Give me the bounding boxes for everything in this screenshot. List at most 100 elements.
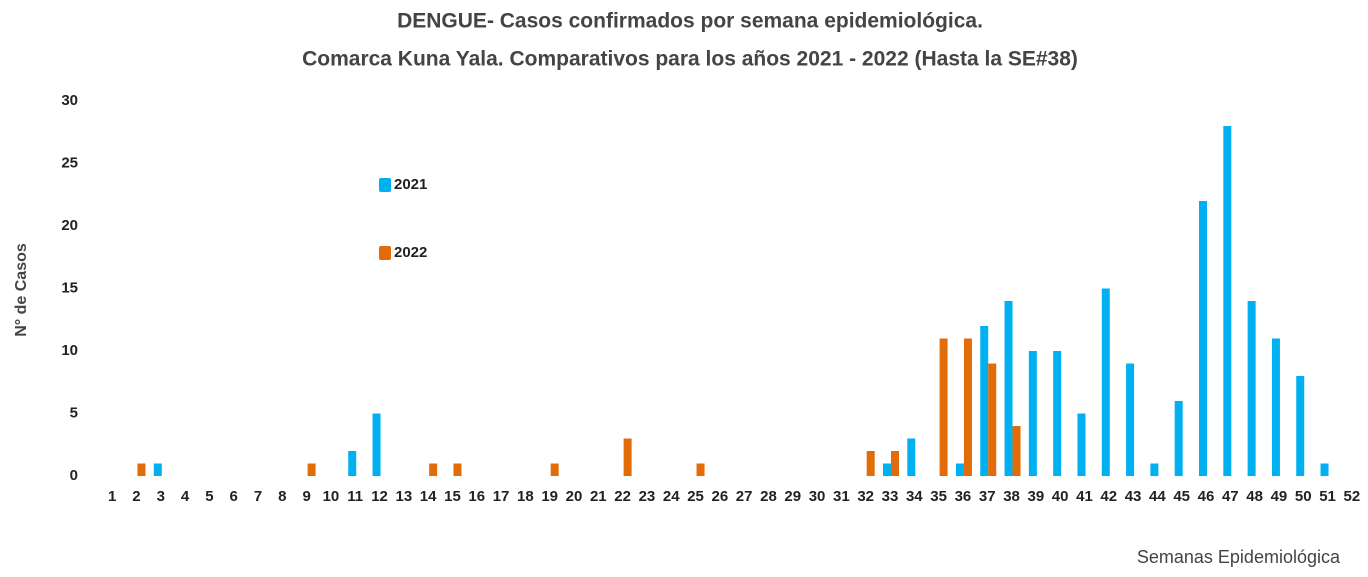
bar xyxy=(550,463,559,476)
bar xyxy=(1004,301,1013,476)
x-tick-label: 43 xyxy=(1125,488,1142,505)
bar xyxy=(891,451,899,476)
bar xyxy=(1126,363,1135,476)
x-tick-label: 39 xyxy=(1028,488,1045,505)
x-tick-label: 10 xyxy=(323,488,340,505)
bar xyxy=(696,463,705,476)
x-tick-label: 14 xyxy=(420,488,437,505)
bar xyxy=(1012,426,1021,476)
bar xyxy=(963,338,972,476)
bar xyxy=(1199,201,1207,476)
bar xyxy=(1320,463,1329,476)
x-tick-label: 32 xyxy=(857,488,874,505)
x-tick-label: 23 xyxy=(639,488,656,505)
x-tick-label: 47 xyxy=(1222,488,1239,505)
x-tick-label: 17 xyxy=(493,488,510,505)
legend-swatch xyxy=(379,178,391,192)
x-tick-label: 7 xyxy=(254,488,262,505)
x-tick-label: 24 xyxy=(663,488,680,505)
y-tick-label: 25 xyxy=(61,154,78,171)
x-tick-label: 6 xyxy=(230,488,238,505)
x-tick-label: 20 xyxy=(566,488,583,505)
x-tick-label: 28 xyxy=(760,488,777,505)
bar xyxy=(907,438,916,476)
x-tick-label: 30 xyxy=(809,488,826,505)
x-tick-label: 8 xyxy=(278,488,286,505)
chart-subtitle: Comarca Kuna Yala. Comparativos para los… xyxy=(302,48,1078,71)
y-tick-label: 5 xyxy=(70,404,78,421)
x-tick-label: 5 xyxy=(205,488,213,505)
x-axis-label: Semanas Epidemiológica xyxy=(1137,547,1341,567)
bar xyxy=(153,463,162,476)
x-tick-label: 26 xyxy=(712,488,729,505)
bar xyxy=(307,463,316,476)
x-tick-label: 15 xyxy=(444,488,461,505)
bar xyxy=(453,463,462,476)
x-tick-label: 45 xyxy=(1173,488,1190,505)
bar xyxy=(939,338,948,476)
y-tick-label: 10 xyxy=(61,342,78,359)
bar xyxy=(623,438,632,476)
legend-swatch xyxy=(379,246,391,260)
x-tick-label: 40 xyxy=(1052,488,1069,505)
x-tick-label: 37 xyxy=(979,488,996,505)
x-tick-label: 13 xyxy=(396,488,413,505)
x-tick-label: 9 xyxy=(302,488,310,505)
bar xyxy=(1028,351,1037,476)
chart-title: DENGUE- Casos confirmados por semana epi… xyxy=(397,10,983,33)
x-tick-label: 25 xyxy=(687,488,704,505)
bar xyxy=(1296,376,1305,476)
x-tick-label: 16 xyxy=(468,488,485,505)
y-axis-label: N° de Casos xyxy=(13,243,30,337)
x-tick-label: 44 xyxy=(1149,488,1166,505)
x-tick-label: 34 xyxy=(906,488,923,505)
x-tick-label: 22 xyxy=(614,488,631,505)
x-tick-label: 2 xyxy=(132,488,140,505)
x-tick-label: 48 xyxy=(1246,488,1263,505)
x-tick-label: 3 xyxy=(157,488,165,505)
bar xyxy=(1271,338,1280,476)
x-tick-label: 38 xyxy=(1003,488,1020,505)
x-tick-label: 33 xyxy=(882,488,899,505)
x-tick-label: 36 xyxy=(955,488,972,505)
x-tick-label: 42 xyxy=(1100,488,1117,505)
y-tick-label: 15 xyxy=(61,279,78,296)
x-tick-label: 4 xyxy=(181,488,190,505)
x-tick-label: 50 xyxy=(1295,488,1312,505)
x-tick-label: 49 xyxy=(1271,488,1288,505)
x-tick-label: 51 xyxy=(1319,488,1336,505)
bar xyxy=(1101,288,1110,476)
bar xyxy=(1150,463,1159,476)
x-tick-label: 11 xyxy=(347,488,363,505)
bar xyxy=(1053,351,1062,476)
y-tick-label: 30 xyxy=(61,92,78,109)
bar xyxy=(348,451,357,476)
x-tick-label: 35 xyxy=(930,488,947,505)
x-tick-label: 31 xyxy=(833,488,850,505)
y-tick-label: 20 xyxy=(61,217,78,234)
legend-label: 2022 xyxy=(394,244,427,261)
bar xyxy=(1077,413,1086,476)
bar xyxy=(1223,126,1232,476)
bar xyxy=(1174,401,1183,476)
bar xyxy=(866,451,875,476)
legend-label: 2021 xyxy=(394,176,427,193)
x-tick-label: 52 xyxy=(1344,488,1361,505)
bar xyxy=(137,463,146,476)
x-tick-label: 46 xyxy=(1198,488,1215,505)
x-tick-label: 21 xyxy=(590,488,607,505)
x-tick-label: 41 xyxy=(1076,488,1093,505)
bar xyxy=(429,463,438,476)
bar xyxy=(980,326,989,476)
x-tick-label: 29 xyxy=(784,488,801,505)
x-tick-label: 12 xyxy=(371,488,388,505)
y-tick-label: 0 xyxy=(70,467,78,484)
x-tick-label: 19 xyxy=(541,488,558,505)
x-tick-label: 18 xyxy=(517,488,534,505)
bar xyxy=(372,413,381,476)
bar xyxy=(955,463,964,476)
x-tick-label: 1 xyxy=(108,488,116,505)
bar xyxy=(988,363,997,476)
bar xyxy=(883,463,891,476)
